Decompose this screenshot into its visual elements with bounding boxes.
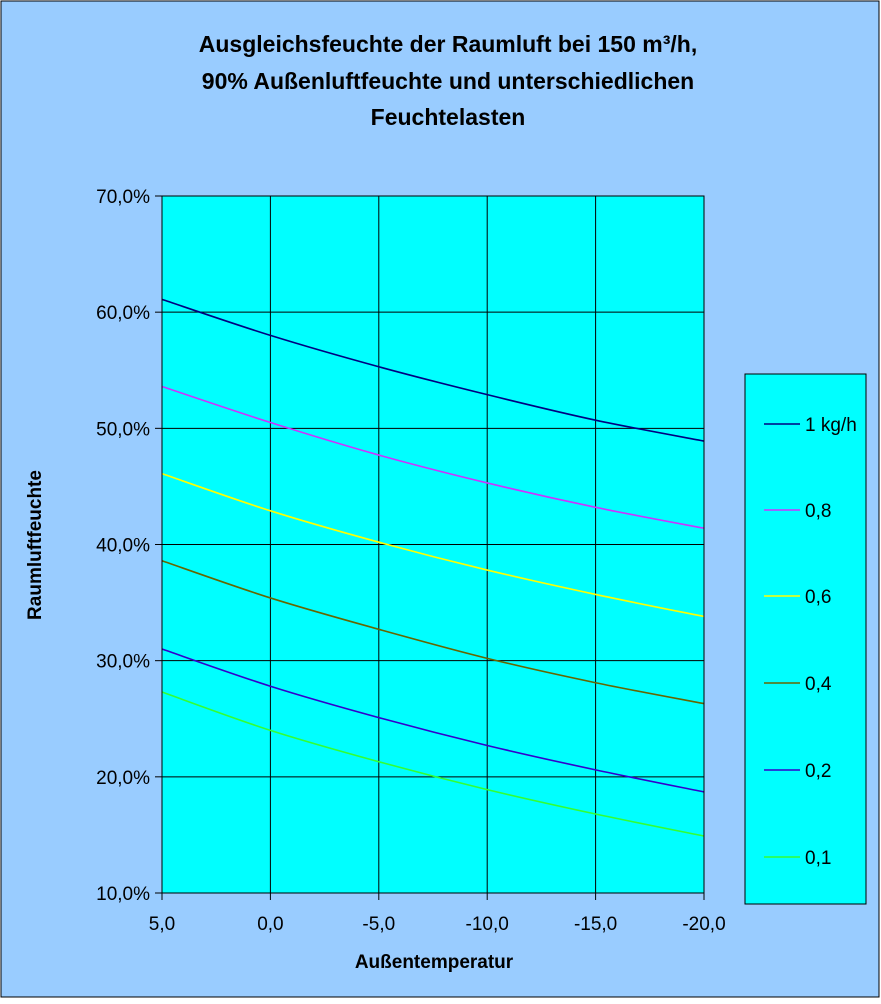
series-line: [161, 648, 705, 793]
y-tick-label: 70,0%: [96, 187, 150, 208]
x-axis-label: Außentemperatur: [355, 952, 514, 973]
y-axis-label: Raumluftfeuchte: [25, 470, 46, 620]
legend-entry-label: 0,2: [805, 761, 831, 782]
y-tick-label: 30,0%: [96, 652, 150, 673]
y-tick-label: 40,0%: [96, 536, 150, 557]
chart-title-line-3: Feuchtelasten: [371, 104, 526, 130]
legend-items: 1 kg/h 0,8 0,6 0,4 0,2 0,1: [764, 415, 857, 869]
x-tick-label: -15,0: [574, 914, 617, 935]
legend-entry-label: 0,8: [805, 501, 831, 522]
x-tick-label: -20,0: [682, 914, 725, 935]
y-axis: 70,0% 60,0% 50,0% 40,0% 30,0% 20,0% 10,0%: [96, 187, 162, 905]
legend-entry-label: 0,4: [805, 674, 832, 695]
chart-title-line-1: Ausgleichsfeuchte der Raumluft bei 150 m…: [199, 31, 697, 57]
legend-entry-label: 0,1: [805, 848, 831, 869]
series-line: [161, 691, 705, 837]
series-lines: [161, 298, 705, 837]
x-tick-label: -5,0: [362, 914, 395, 935]
legend-entry-label: 0,6: [805, 587, 831, 608]
series-line: [161, 385, 705, 530]
y-tick-label: 50,0%: [96, 419, 150, 440]
y-tick-label: 10,0%: [96, 884, 150, 905]
legend: [744, 373, 867, 905]
x-tick-label: -10,0: [466, 914, 509, 935]
grid-lines: [162, 196, 704, 893]
series-line: [161, 298, 705, 442]
y-tick-label: 20,0%: [96, 768, 150, 789]
y-tick-label: 60,0%: [96, 303, 150, 324]
x-axis: 5,0 0,0 -5,0 -10,0 -15,0 -20,0: [149, 893, 726, 935]
legend-entry-label: 1 kg/h: [805, 415, 857, 436]
series-line: [161, 560, 705, 705]
x-tick-label: 0,0: [257, 914, 283, 935]
x-tick-label: 5,0: [149, 914, 175, 935]
chart-title-line-2: 90% Außenluftfeuchte und unterschiedlich…: [202, 68, 694, 94]
series-line: [161, 472, 705, 618]
